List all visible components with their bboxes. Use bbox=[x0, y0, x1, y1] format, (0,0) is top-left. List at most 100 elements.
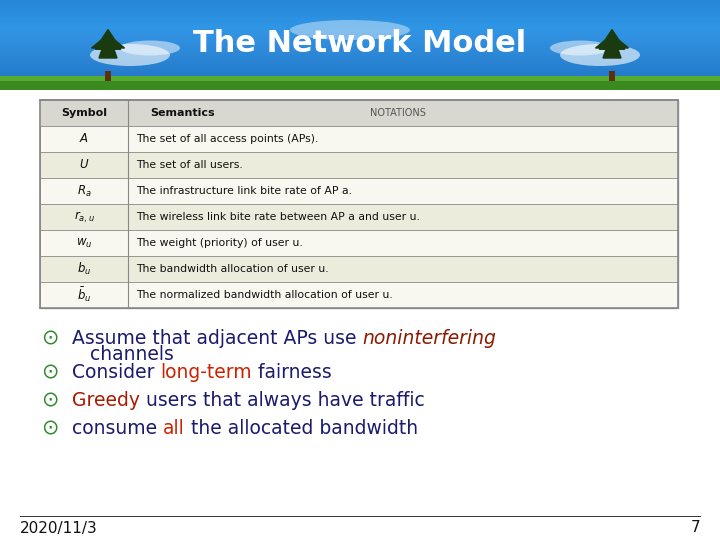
Bar bbox=[0, 44, 720, 45]
Bar bbox=[105, 71, 111, 81]
Text: 2020/11/3: 2020/11/3 bbox=[20, 521, 98, 536]
Text: ⊙: ⊙ bbox=[41, 390, 59, 410]
Bar bbox=[0, 42, 720, 43]
Polygon shape bbox=[91, 35, 125, 48]
Bar bbox=[0, 8, 720, 9]
Bar bbox=[0, 83, 720, 84]
Bar bbox=[0, 46, 720, 47]
Bar bbox=[0, 53, 720, 54]
Bar bbox=[0, 74, 720, 76]
Bar bbox=[0, 22, 720, 23]
Text: channels: channels bbox=[90, 346, 174, 365]
Bar bbox=[0, 85, 720, 86]
Text: the allocated bandwidth: the allocated bandwidth bbox=[185, 418, 418, 437]
Bar bbox=[0, 33, 720, 35]
Polygon shape bbox=[99, 32, 117, 58]
Text: $w_u$: $w_u$ bbox=[76, 237, 92, 249]
Text: noninterfering: noninterfering bbox=[362, 328, 496, 348]
Bar bbox=[0, 12, 720, 14]
Bar bbox=[0, 31, 720, 32]
Bar bbox=[0, 19, 720, 20]
Bar bbox=[0, 40, 720, 42]
Bar bbox=[0, 3, 720, 4]
Bar bbox=[40, 100, 678, 308]
Bar bbox=[0, 63, 720, 64]
Bar bbox=[0, 57, 720, 58]
Text: all: all bbox=[163, 418, 185, 437]
Bar bbox=[0, 4, 720, 5]
Bar bbox=[40, 100, 678, 126]
Text: long-term: long-term bbox=[161, 362, 252, 381]
Bar bbox=[609, 71, 615, 81]
Text: users that always have traffic: users that always have traffic bbox=[140, 390, 425, 409]
Bar bbox=[0, 24, 720, 25]
Bar bbox=[0, 52, 720, 53]
Bar bbox=[0, 80, 720, 81]
Text: The set of all users.: The set of all users. bbox=[136, 160, 243, 170]
Bar bbox=[0, 73, 720, 74]
Text: 7: 7 bbox=[690, 521, 700, 536]
Bar bbox=[0, 60, 720, 62]
Bar bbox=[0, 43, 720, 44]
Bar bbox=[0, 18, 720, 19]
Bar bbox=[0, 59, 720, 60]
Bar bbox=[0, 27, 720, 28]
Ellipse shape bbox=[90, 44, 170, 66]
Bar bbox=[0, 30, 720, 31]
Bar bbox=[41, 282, 677, 308]
Text: Consider: Consider bbox=[72, 362, 161, 381]
Bar bbox=[0, 0, 720, 1]
Bar bbox=[0, 84, 720, 85]
Bar bbox=[0, 16, 720, 17]
Text: The infrastructure link bite rate of AP a.: The infrastructure link bite rate of AP … bbox=[136, 186, 352, 196]
Bar bbox=[0, 69, 720, 70]
Bar bbox=[0, 77, 720, 78]
Bar bbox=[0, 64, 720, 65]
Bar bbox=[41, 126, 677, 152]
Bar bbox=[0, 49, 720, 50]
Bar bbox=[0, 82, 720, 83]
Bar bbox=[0, 76, 720, 77]
Bar bbox=[0, 23, 720, 24]
Bar bbox=[0, 6, 720, 8]
Text: $b_u$: $b_u$ bbox=[77, 261, 91, 277]
Bar bbox=[0, 62, 720, 63]
Text: Symbol: Symbol bbox=[61, 108, 107, 118]
Bar bbox=[0, 45, 720, 46]
Polygon shape bbox=[95, 30, 121, 49]
Bar bbox=[0, 56, 720, 57]
Bar bbox=[0, 47, 720, 49]
Bar bbox=[0, 76, 720, 81]
Bar bbox=[0, 72, 720, 73]
Bar bbox=[0, 14, 720, 15]
Ellipse shape bbox=[120, 40, 180, 56]
Bar bbox=[0, 32, 720, 33]
Bar bbox=[0, 29, 720, 30]
Bar bbox=[0, 15, 720, 16]
Bar bbox=[0, 71, 720, 72]
Text: $r_{a,u}$: $r_{a,u}$ bbox=[73, 210, 94, 225]
Text: ⊙: ⊙ bbox=[41, 418, 59, 438]
Bar bbox=[0, 25, 720, 26]
Bar bbox=[0, 9, 720, 10]
Polygon shape bbox=[603, 32, 621, 58]
Bar bbox=[0, 36, 720, 37]
Bar bbox=[0, 58, 720, 59]
Bar bbox=[0, 51, 720, 52]
Bar bbox=[41, 256, 677, 282]
Bar bbox=[0, 10, 720, 11]
Text: Assume that adjacent APs use: Assume that adjacent APs use bbox=[72, 328, 362, 348]
Bar bbox=[0, 68, 720, 69]
Polygon shape bbox=[595, 35, 629, 48]
Bar bbox=[0, 81, 720, 82]
Ellipse shape bbox=[550, 40, 610, 56]
Text: The wireless link bite rate between AP a and user u.: The wireless link bite rate between AP a… bbox=[136, 212, 420, 222]
Bar bbox=[0, 35, 720, 36]
Text: NOTATIONS: NOTATIONS bbox=[370, 108, 426, 118]
Text: consume: consume bbox=[72, 418, 163, 437]
Bar bbox=[0, 54, 720, 55]
Text: ⊙: ⊙ bbox=[41, 328, 59, 348]
Text: $A$: $A$ bbox=[79, 132, 89, 145]
Bar bbox=[0, 28, 720, 29]
Text: The bandwidth allocation of user u.: The bandwidth allocation of user u. bbox=[136, 264, 328, 274]
